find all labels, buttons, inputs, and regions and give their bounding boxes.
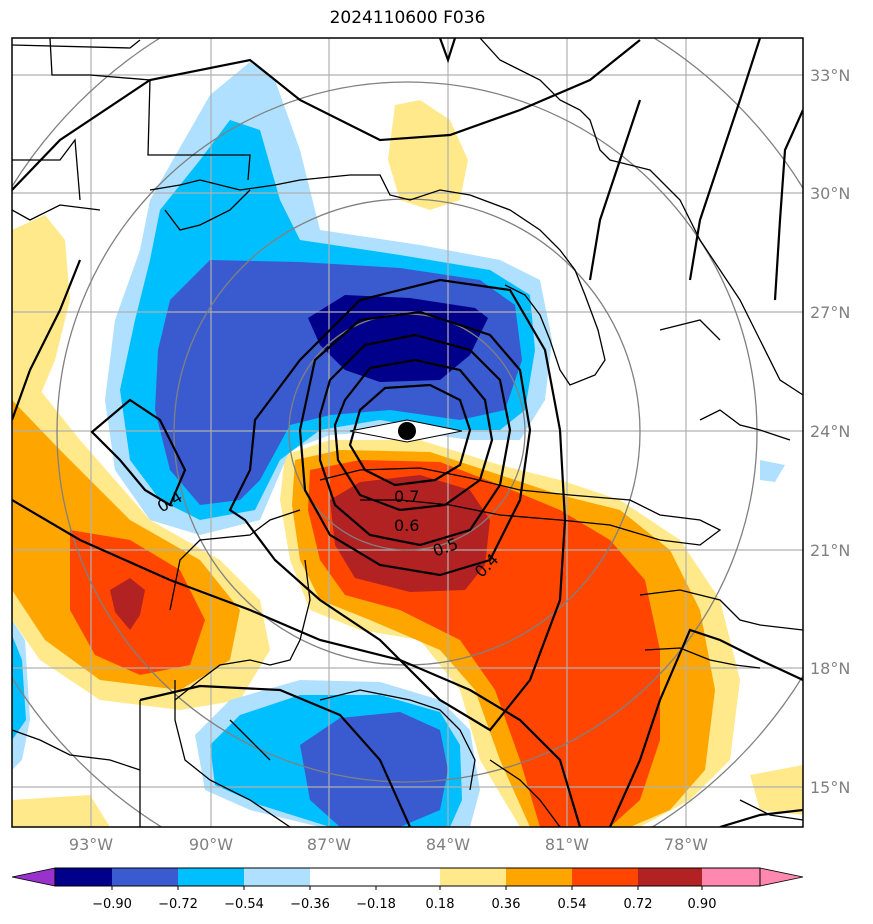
contour-label-0.7: 0.7 [394,487,419,506]
longitude-labels: 93°W 90°W 87°W 84°W 81°W 78°W [69,835,708,854]
positive-anomaly-darkred-west [110,578,145,630]
lon-label-81W: 81°W [545,835,589,854]
storm-center-dot [398,422,416,440]
lat-label-21N: 21°N [810,541,850,560]
colorbar-tick-1: −0.90 [92,897,132,912]
contour-south-arc [12,499,582,827]
colorbar-bin-9 [638,868,702,886]
filled-field [12,62,803,827]
colorbar-tick-3: −0.54 [224,897,264,912]
colorbar-bin-4 [244,868,310,886]
colorbar-tick-6: 0.18 [426,897,455,912]
lon-label-78W: 78°W [664,835,708,854]
latitude-labels: 33°N 30°N 27°N 24°N 21°N 18°N 15°N [810,66,850,797]
contour-se-bottom [719,808,803,827]
contours [12,38,803,827]
map-frame [11,37,804,828]
coastlines [12,38,803,827]
contour-east-2 [688,38,762,281]
storm-center [349,419,463,443]
colorbar-tick-4: −0.36 [290,897,330,912]
colorbar-bin-5 [310,868,440,886]
positive-anomaly-darkred-main [330,475,490,592]
contour-label-0.6: 0.6 [394,516,419,535]
contour-west [90,398,187,507]
colorbar-tick-9: 0.72 [624,897,653,912]
positive-anomaly-light-se [750,765,803,815]
contour-0.7 [348,383,472,487]
lat-label-30N: 30°N [810,184,850,203]
lon-label-93W: 93°W [69,835,113,854]
map-area: 0.7 0.6 0.5 0.4 0.4 [12,38,803,827]
colorbar-tick-2: −0.72 [158,897,198,912]
colorbar-tick-7: 0.36 [492,897,521,912]
colorbar-bin-10 [702,868,760,886]
colorbar-bin-2 [112,868,178,886]
contour-caribbean [608,628,803,827]
contour-east-3 [773,109,803,301]
contour-0.4-outer [228,278,567,732]
colorbar-min-extend [11,867,56,887]
lat-label-24N: 24°N [810,422,850,441]
contour-north-notch [438,38,457,64]
contour-0.5 [318,333,512,547]
contour-0.4-inner [298,310,532,577]
negative-anomaly-lightblue-east [760,460,785,482]
colorbar: −0.90 −0.72 −0.54 −0.36 −0.18 0.18 0.36 … [11,867,804,912]
colorbar-tick-5: −0.18 [356,897,396,912]
lat-label-15N: 15°N [810,778,850,797]
colorbar-tick-10: 0.90 [688,897,717,912]
contour-west-edge [12,259,82,421]
colorbar-max-extend [759,867,804,887]
lon-label-90W: 90°W [189,835,233,854]
colorbar-bin-6 [440,868,506,886]
lat-label-33N: 33°N [810,66,850,85]
contour-0.6 [333,358,494,512]
lat-label-27N: 27°N [810,303,850,322]
colorbar-bin-3 [178,868,244,886]
contour-north-arc [12,39,641,191]
map-title: 2024110600 F036 [329,8,486,28]
contour-east-arc [588,99,642,281]
contour-sw-arc [139,684,412,827]
colorbar-tick-8: 0.54 [558,897,587,912]
colorbar-bin-1 [55,868,112,886]
colorbar-bin-8 [572,868,638,886]
negative-anomaly-blue-south [300,712,448,827]
lon-label-84W: 84°W [426,835,470,854]
positive-anomaly-light-sw [12,795,110,827]
lon-label-87W: 87°W [307,835,351,854]
lat-label-18N: 18°N [810,659,850,678]
colorbar-bin-7 [506,868,572,886]
